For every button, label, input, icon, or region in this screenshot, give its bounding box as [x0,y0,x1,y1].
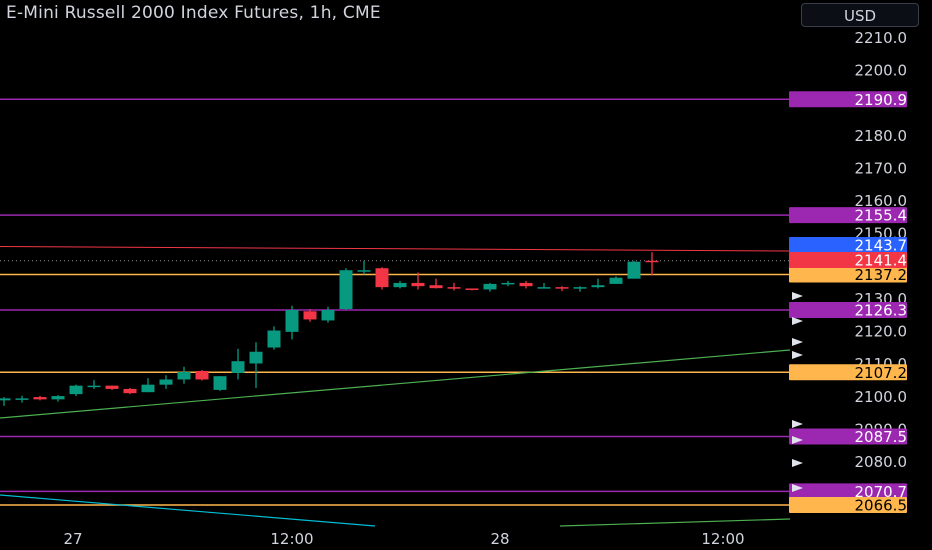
candle-body-5 [87,385,101,388]
candle-body-3 [51,396,65,400]
cyan-trendline [0,494,376,527]
candle-body-23 [411,282,425,287]
candle-body-27 [483,283,497,290]
candle-body-12 [213,376,227,390]
alert-arrow-icon-5 [792,436,803,444]
alert-arrow-icon-0 [792,292,803,300]
y-tick-label-2: 2180.0 [855,127,908,145]
level-label-7-text: 2066.5 [855,497,908,515]
green-lower-trendline [559,518,791,527]
level-label-3-box [789,301,907,318]
level-label-4-box [789,364,907,381]
y-tick-label-11: 2080.0 [855,453,908,471]
candle-body-26 [465,288,479,290]
x-tick-label-0: 27 [63,530,82,548]
alert-arrow-icon-6 [792,459,803,467]
candle-body-24 [429,285,443,289]
candle-body-25 [447,287,461,289]
candle-body-13 [231,361,245,373]
alert-arrow-icon-4 [792,420,803,428]
alert-arrow-icon-2 [792,338,803,346]
candle-body-19 [339,270,353,310]
currency-button[interactable]: USD [801,3,919,27]
level-label-0-box [789,91,907,108]
x-tick-label-2: 28 [490,530,509,548]
level-label-6-text: 2070.7 [855,483,908,501]
candle-body-31 [555,287,569,289]
candle-body-18 [321,309,335,321]
y-tick-label-1: 2200.0 [855,62,908,80]
level-label-0-text: 2190.9 [855,91,908,109]
y-tick-label-0: 2210.0 [855,29,908,47]
candles [0,252,659,406]
level-label-1-text: 2155.4 [855,207,908,225]
horizontal-levels [0,98,791,506]
candle-body-8 [141,384,155,393]
level-label-2-box [789,266,907,283]
candle-body-1 [15,398,29,400]
time-axis[interactable]: 27 12:00 28 12:00 [63,530,744,548]
trendlines [0,349,791,527]
level-label-3-text: 2126.3 [855,301,908,319]
candle-body-33 [591,285,605,288]
candle-body-16 [285,309,299,332]
level-label-7-box [789,497,907,514]
candle-body-36 [645,260,659,263]
level-label-5-box [789,428,907,445]
y-tick-label-4: 2160.0 [855,192,908,210]
candle-body-0 [0,398,11,401]
level-label-6-box [789,483,907,500]
candle-body-11 [195,370,209,380]
level-label-2-text: 2137.2 [855,266,908,284]
level-label-5-text: 2087.5 [855,428,908,446]
level-label-4-text: 2107.2 [855,364,908,382]
candle-body-14 [249,351,263,364]
candle-body-2 [33,397,47,400]
level-label-1-box [789,207,907,224]
red-resistance-line [0,246,791,252]
candle-body-22 [393,282,407,288]
x-tick-label-1: 12:00 [270,530,313,548]
candle-body-15 [267,330,281,348]
alert-arrow-icon-3 [792,351,803,359]
candle-body-35 [627,261,641,279]
candle-body-30 [537,287,551,289]
candle-body-21 [375,268,389,288]
candle-body-17 [303,311,317,320]
candle-body-28 [501,282,515,285]
candle-body-20 [357,270,371,272]
y-tick-label-3: 2170.0 [855,159,908,177]
candle-body-32 [573,287,587,289]
candle-body-6 [105,385,119,389]
alert-arrow-icon-7 [792,484,803,492]
price-label-0-text: 2143.7 [855,237,908,255]
price-label-1-box [789,252,907,268]
candle-body-7 [123,388,137,394]
alert-arrow-icon-1 [792,317,803,325]
y-tick-label-7: 2120.0 [855,323,908,341]
green-trendline [0,349,791,419]
candle-body-4 [69,385,83,395]
price-label-0-box [789,237,907,253]
candle-body-9 [159,379,173,385]
price-labels: 2190.9 2155.4 2137.2 2126.3 2107.2 2087.5 2070… [789,91,907,515]
candle-body-34 [609,277,623,284]
candle-body-10 [177,371,191,380]
y-tick-label-9: 2100.0 [855,388,908,406]
price-label-1-text: 2141.4 [855,252,908,270]
candle-body-29 [519,282,533,287]
x-tick-label-3: 12:00 [701,530,744,548]
chart-title: E-Mini Russell 2000 Index Futures, 1h, C… [6,3,381,23]
